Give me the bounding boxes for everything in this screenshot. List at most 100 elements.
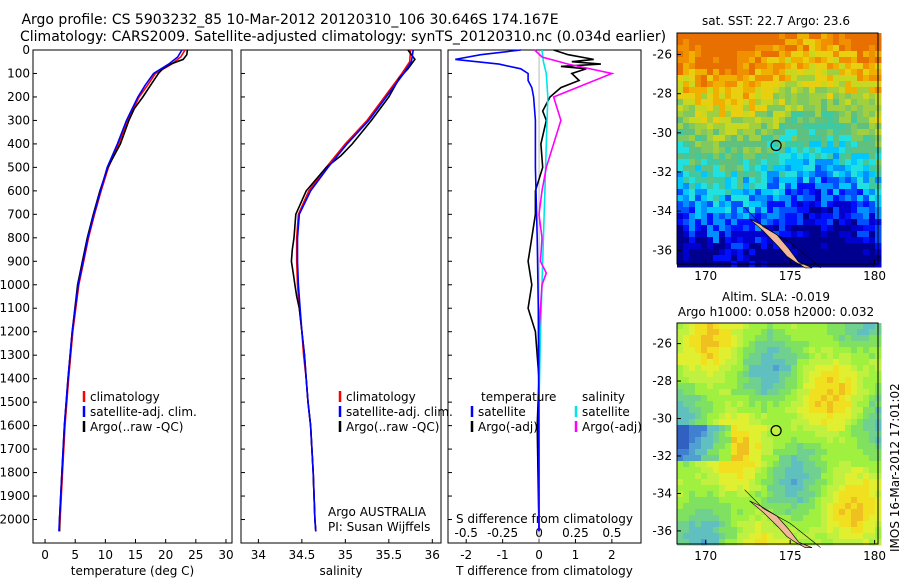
map-cell — [761, 371, 768, 378]
map-cell — [803, 99, 810, 106]
map-cell — [731, 201, 738, 208]
map-cell — [827, 129, 834, 136]
map-cell — [767, 521, 774, 528]
map-cell — [815, 353, 822, 360]
map-cell — [719, 515, 726, 522]
map-cell — [737, 177, 744, 184]
map-cell — [791, 111, 798, 118]
map-cell — [767, 473, 774, 480]
map-cell — [833, 473, 840, 480]
map-cell — [839, 183, 846, 190]
map-cell — [779, 341, 786, 348]
map-cell — [749, 141, 756, 148]
map-cell — [773, 467, 780, 474]
map-cell — [707, 431, 714, 438]
map-cell — [743, 347, 750, 354]
map-cell — [785, 485, 792, 492]
map-cell — [695, 323, 702, 330]
map-cell — [713, 111, 720, 118]
map-cell — [713, 249, 720, 256]
map-cell — [791, 99, 798, 106]
map-cell — [749, 39, 756, 46]
map-cell — [851, 171, 858, 178]
map-cell — [815, 473, 822, 480]
map-cell — [773, 431, 780, 438]
map-cell — [851, 105, 858, 112]
map-cell — [815, 329, 822, 336]
map-cell — [815, 111, 822, 118]
map-cell — [869, 467, 876, 474]
map-cell — [713, 425, 720, 432]
map-cell — [821, 461, 828, 468]
map-cell — [719, 39, 726, 46]
map-cell — [869, 117, 876, 124]
y-tick-label: 1300 — [0, 348, 30, 362]
map-cell — [869, 503, 876, 510]
map-cell — [815, 159, 822, 166]
map-cell — [785, 105, 792, 112]
map-cell — [803, 383, 810, 390]
map-x-tick-label: 180 — [863, 269, 886, 283]
map-cell — [707, 51, 714, 58]
map-cell — [707, 365, 714, 372]
map-cell — [767, 503, 774, 510]
map-cell — [857, 479, 864, 486]
map-cell — [851, 207, 858, 214]
map-cell — [713, 33, 720, 40]
map-cell — [719, 467, 726, 474]
map-cell — [857, 231, 864, 238]
map-cell — [785, 443, 792, 450]
map-cell — [815, 147, 822, 154]
map-cell — [689, 395, 696, 402]
map-cell — [767, 407, 774, 414]
y-tick-label: 1800 — [0, 466, 30, 480]
map-cell — [827, 395, 834, 402]
map-cell — [809, 407, 816, 414]
map-cell — [719, 93, 726, 100]
map-cell — [809, 147, 816, 154]
map-cell — [857, 461, 864, 468]
map-cell — [755, 57, 762, 64]
map-cell — [863, 171, 870, 178]
map-cell — [737, 75, 744, 82]
map-cell — [713, 129, 720, 136]
map-cell — [815, 521, 822, 528]
map-cell — [677, 383, 684, 390]
map-cell — [821, 527, 828, 534]
map-cell — [809, 497, 816, 504]
map-cell — [857, 425, 864, 432]
map-cell — [785, 45, 792, 52]
map-cell — [695, 449, 702, 456]
map-cell — [833, 69, 840, 76]
map-cell — [791, 237, 798, 244]
map-cell — [821, 497, 828, 504]
map-cell — [695, 51, 702, 58]
map-cell — [845, 237, 852, 244]
map-cell — [791, 401, 798, 408]
map-cell — [833, 371, 840, 378]
map-cell — [731, 413, 738, 420]
map-cell — [695, 57, 702, 64]
map-cell — [845, 461, 852, 468]
map-cell — [695, 177, 702, 184]
map-cell — [827, 237, 834, 244]
satellite-adj-sal-line — [296, 49, 414, 532]
map-cell — [809, 527, 816, 534]
map-cell — [773, 243, 780, 250]
map-cell — [701, 93, 708, 100]
map-cell — [797, 413, 804, 420]
map-cell — [695, 135, 702, 142]
map-cell — [701, 189, 708, 196]
map-cell — [767, 497, 774, 504]
map-cell — [773, 111, 780, 118]
map-cell — [821, 117, 828, 124]
map-cell — [737, 425, 744, 432]
map-cell — [731, 69, 738, 76]
map-cell — [779, 497, 786, 504]
map-cell — [743, 401, 750, 408]
map-cell — [815, 219, 822, 226]
map-cell — [869, 401, 876, 408]
map-cell — [803, 539, 810, 546]
map-cell — [833, 521, 840, 528]
